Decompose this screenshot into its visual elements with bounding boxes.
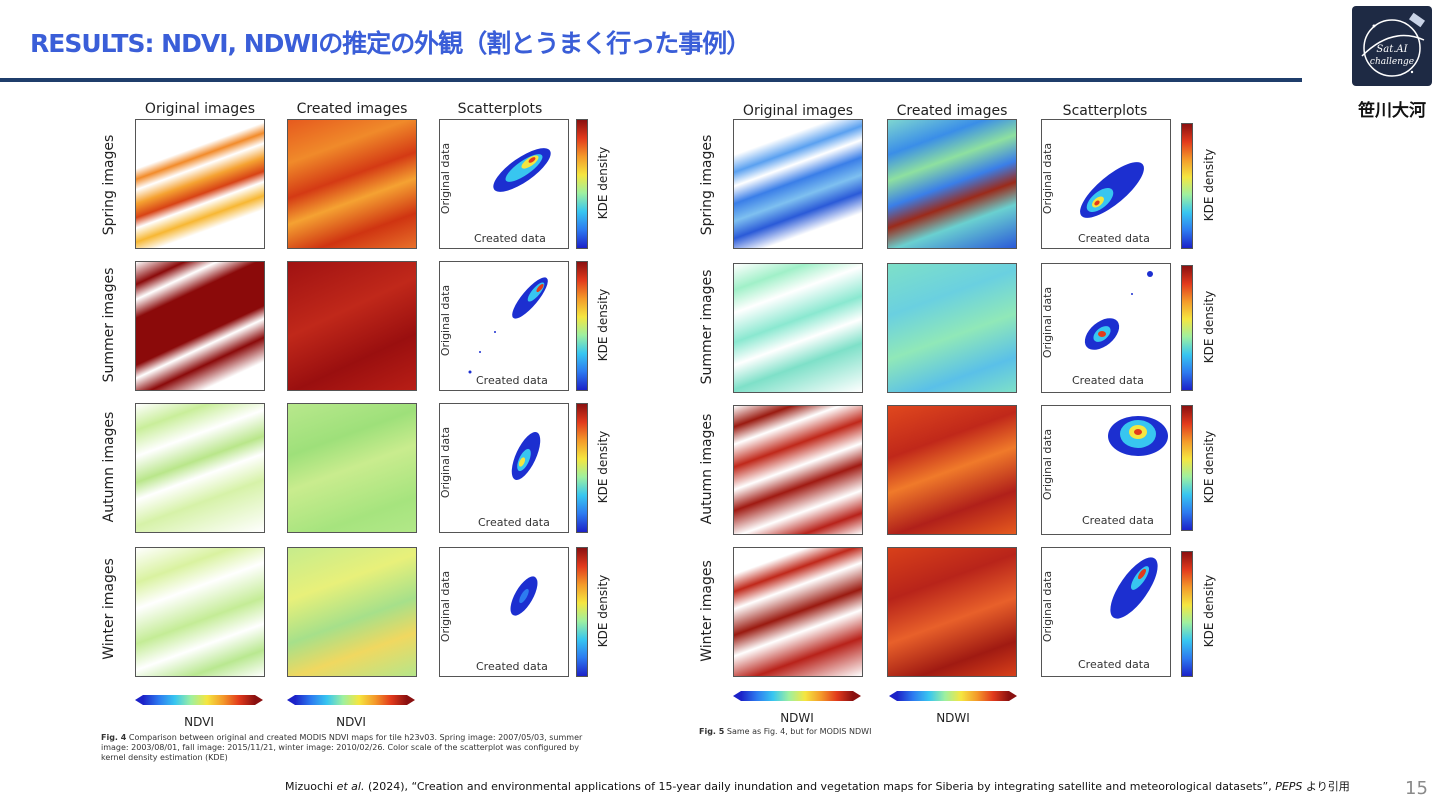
ndwi-colorbar-original <box>733 691 861 701</box>
scatter-y-label: Original data <box>1041 428 1055 501</box>
citation-body: (2024), “Creation and environmental appl… <box>364 780 1276 793</box>
svg-text:challenge: challenge <box>1370 57 1414 67</box>
scatter-x-label: Created data <box>476 374 548 387</box>
figure-4-caption: Fig. 4 Comparison between original and c… <box>101 733 606 763</box>
kde-colorbar-spring <box>1181 123 1193 249</box>
map-ndwi-autumn-created <box>887 405 1017 535</box>
scatter-x-label: Created data <box>1078 232 1150 245</box>
map-ndwi-winter-created <box>887 547 1017 677</box>
kde-label-spring: KDE density <box>596 146 610 220</box>
kde-label-summer: KDE density <box>596 288 610 362</box>
map-ndvi-autumn-original <box>135 403 265 533</box>
map-ndwi-spring-created <box>887 119 1017 249</box>
sat-ai-challenge-logo: Sat.AI challenge <box>1352 6 1432 86</box>
map-ndwi-summer-created <box>887 263 1017 393</box>
row-label-winter: Winter images <box>699 560 715 662</box>
caption-text: Comparison between original and created … <box>101 733 583 762</box>
ndvi-colorbar-label-original: NDVI <box>184 715 214 729</box>
scatter-y-label: Original data <box>439 142 453 215</box>
kde-colorbar-winter <box>1181 551 1193 677</box>
ndwi-colorbar-label-created: NDWI <box>936 711 970 725</box>
kde-colorbar-summer <box>576 261 588 391</box>
kde-colorbar-autumn <box>576 403 588 533</box>
kde-label-autumn: KDE density <box>1202 430 1216 504</box>
ndvi-colorbar-original <box>135 695 263 705</box>
citation-etal: et al. <box>336 780 365 793</box>
scatter-x-label: Created data <box>478 516 550 529</box>
ndwi-colorbar-label-original: NDWI <box>780 711 814 725</box>
citation-prefix: Mizuochi <box>285 780 337 793</box>
map-ndvi-winter-original <box>135 547 265 677</box>
kde-colorbar-summer <box>1181 265 1193 391</box>
citation-suffix: より引用 <box>1302 780 1350 793</box>
row-label-spring: Spring images <box>699 134 715 236</box>
scatter-y-label: Original data <box>1041 570 1055 643</box>
map-ndvi-spring-original <box>135 119 265 249</box>
col-header-original: Original images <box>742 103 854 119</box>
citation: Mizuochi et al. (2024), “Creation and en… <box>285 778 1350 794</box>
col-header-scatter: Scatterplots <box>1062 103 1148 119</box>
row-label-autumn: Autumn images <box>699 413 715 525</box>
kde-label-summer: KDE density <box>1202 290 1216 364</box>
row-label-winter: Winter images <box>101 558 117 660</box>
col-header-scatter: Scatterplots <box>457 101 543 117</box>
scatter-y-label: Original data <box>1041 142 1055 215</box>
kde-label-spring: KDE density <box>1202 148 1216 222</box>
map-ndwi-summer-original <box>733 263 863 393</box>
kde-colorbar-spring <box>576 119 588 249</box>
caption-fig-label: Fig. 5 <box>699 727 725 736</box>
row-label-spring: Spring images <box>101 134 117 236</box>
scatter-x-label: Created data <box>1072 374 1144 387</box>
scatter-x-label: Created data <box>476 660 548 673</box>
scatter-y-label: Original data <box>439 284 453 357</box>
ndvi-colorbar-created <box>287 695 415 705</box>
citation-journal: PEPS <box>1275 780 1303 793</box>
map-ndvi-summer-created <box>287 261 417 391</box>
scatter-ndwi-winter: Created data Original data <box>1041 547 1171 677</box>
scatter-ndwi-autumn: Created data Original data <box>1041 405 1171 535</box>
author-name: 笹川大河 <box>1358 101 1426 121</box>
kde-label-winter: KDE density <box>596 574 610 648</box>
caption-text: Same as Fig. 4, but for MODIS NDWI <box>726 727 872 736</box>
map-ndvi-autumn-created <box>287 403 417 533</box>
kde-label-winter: KDE density <box>1202 574 1216 648</box>
svg-text:Sat.AI: Sat.AI <box>1376 44 1408 55</box>
title-rule <box>0 78 1302 82</box>
row-label-summer: Summer images <box>699 269 715 385</box>
kde-label-autumn: KDE density <box>596 430 610 504</box>
scatter-ndvi-spring: Created data Original data <box>439 119 569 249</box>
scatter-x-label: Created data <box>474 232 546 245</box>
scatter-x-label: Created data <box>1078 658 1150 671</box>
ndvi-colorbar-label-created: NDVI <box>336 715 366 729</box>
kde-colorbar-autumn <box>1181 405 1193 531</box>
scatter-x-label: Created data <box>1082 514 1154 527</box>
slide-title: RESULTS: NDVI, NDWIの推定の外観（割とうまく行った事例） <box>30 29 751 58</box>
row-label-autumn: Autumn images <box>101 411 117 523</box>
scatter-y-label: Original data <box>439 570 453 643</box>
map-ndvi-winter-created <box>287 547 417 677</box>
row-label-summer: Summer images <box>101 267 117 383</box>
scatter-y-label: Original data <box>439 426 453 499</box>
map-ndwi-autumn-original <box>733 405 863 535</box>
kde-colorbar-winter <box>576 547 588 677</box>
col-header-created: Created images <box>296 101 408 117</box>
page-number: 15 <box>1405 778 1428 799</box>
figure-5-caption: Fig. 5 Same as Fig. 4, but for MODIS NDW… <box>699 727 1099 737</box>
map-ndvi-summer-original <box>135 261 265 391</box>
scatter-ndwi-summer: Created data Original data <box>1041 263 1171 393</box>
caption-fig-label: Fig. 4 <box>101 733 127 742</box>
figure-4: Original images Created images Scatterpl… <box>95 95 615 763</box>
scatter-y-label: Original data <box>1041 286 1055 359</box>
map-ndwi-spring-original <box>733 119 863 249</box>
map-ndvi-spring-created <box>287 119 417 249</box>
scatter-ndvi-summer: Created data Original data <box>439 261 569 391</box>
figure-5: Original images Created images Scatterpl… <box>695 95 1240 745</box>
ndwi-colorbar-created <box>889 691 1017 701</box>
scatter-ndwi-spring: Created data Original data <box>1041 119 1171 249</box>
col-header-original: Original images <box>144 101 256 117</box>
scatter-ndvi-autumn: Created data Original data <box>439 403 569 533</box>
col-header-created: Created images <box>896 103 1008 119</box>
scatter-ndvi-winter: Created data Original data <box>439 547 569 677</box>
map-ndwi-winter-original <box>733 547 863 677</box>
